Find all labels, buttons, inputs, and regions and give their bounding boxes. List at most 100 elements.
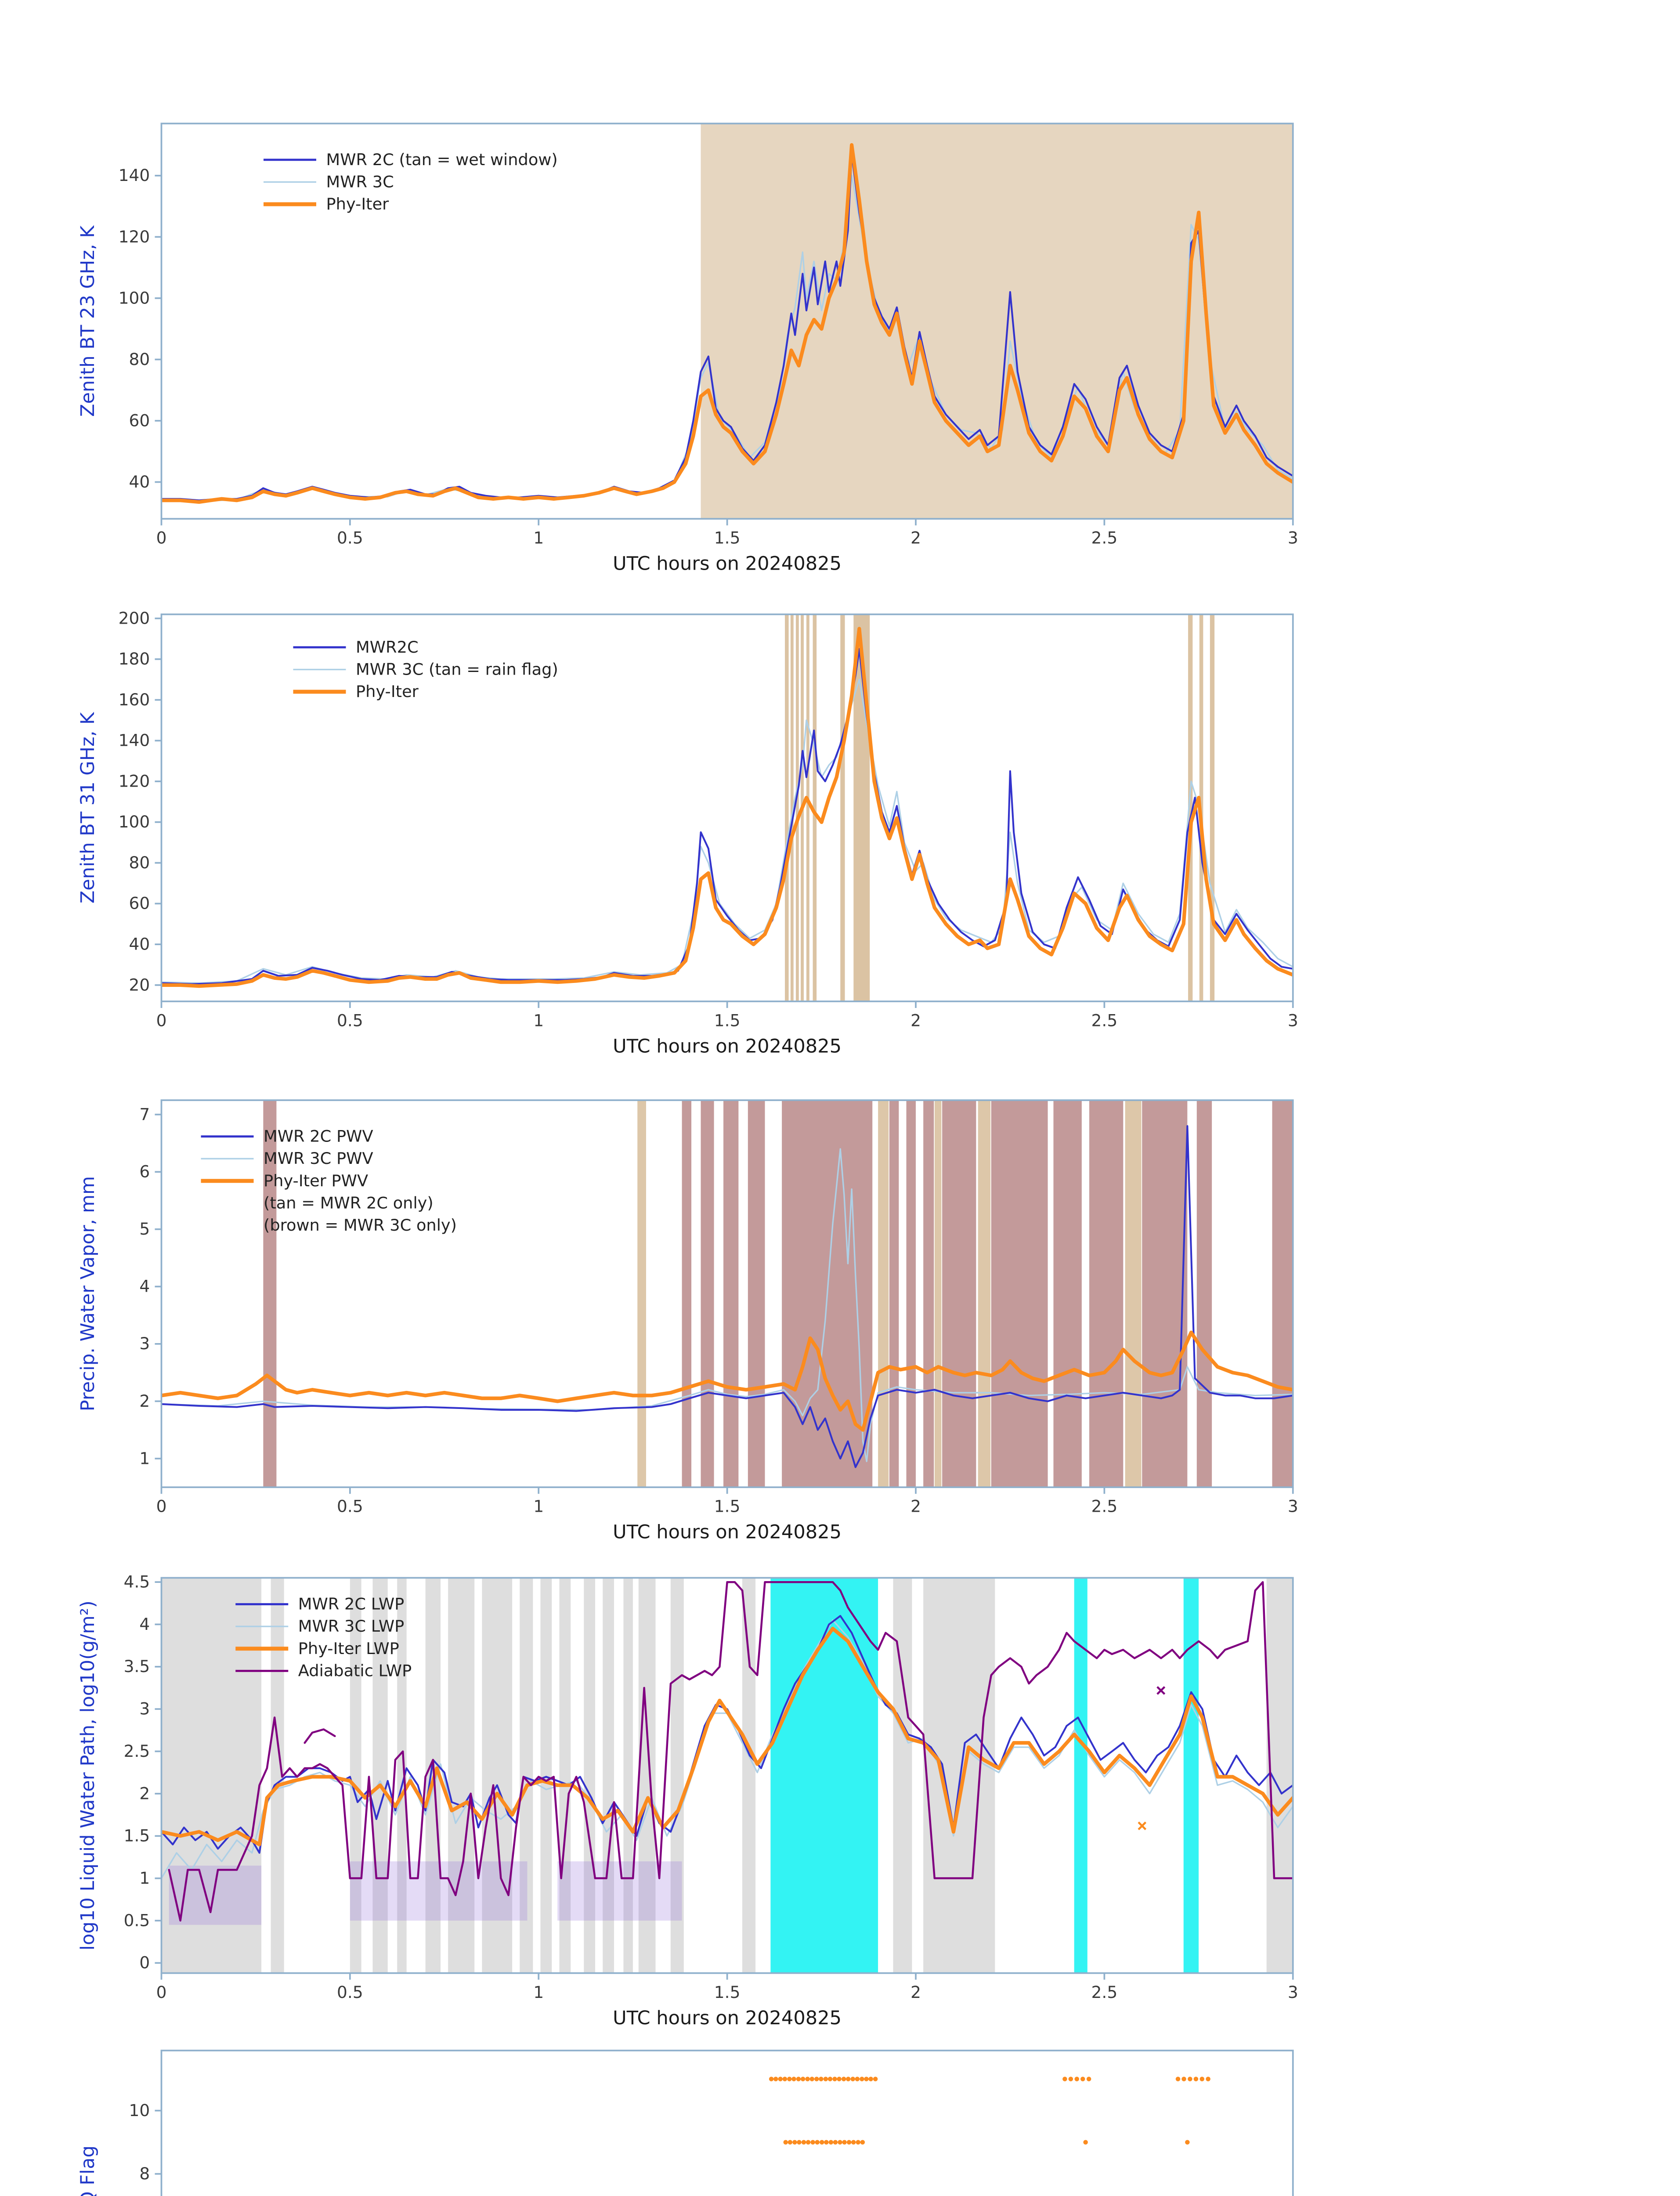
y-tick-label: 3 xyxy=(139,1699,150,1719)
y-tick-label: 5 xyxy=(139,1219,150,1239)
y-tick-label: 180 xyxy=(119,649,150,668)
x-tick-label: 2 xyxy=(910,1497,921,1516)
shaded-band xyxy=(623,1578,633,1973)
series-mwr-3c xyxy=(161,679,1293,984)
x-tick-label: 2.5 xyxy=(1091,1011,1118,1030)
shaded-band xyxy=(723,1100,739,1488)
series-phy-iter xyxy=(161,627,1293,988)
plot-area-lwp xyxy=(161,1578,1293,1973)
shaded-band xyxy=(584,1578,596,1973)
y-tick-label: 60 xyxy=(129,411,150,430)
shaded-band xyxy=(482,1578,513,1973)
legend-label: MWR 2C PWV xyxy=(264,1127,373,1146)
x-tick-label: 1.5 xyxy=(714,1497,741,1516)
y-tick-label: 100 xyxy=(119,288,150,307)
x-tick-label: 0 xyxy=(156,528,167,548)
y-tick-label: 60 xyxy=(129,894,150,913)
y-tick-label: 0 xyxy=(139,1953,150,1972)
y-tick-label: 2.5 xyxy=(124,1741,150,1761)
series-phy-iter-pwv xyxy=(161,1330,1293,1432)
shaded-band xyxy=(701,1100,714,1488)
x-tick-label: 3 xyxy=(1288,1011,1298,1030)
shaded-band xyxy=(603,1578,614,1973)
shaded-band xyxy=(942,1100,976,1488)
shaded-band xyxy=(263,1100,277,1488)
plot-area-dqflag xyxy=(769,2077,1210,2145)
y-tick-label: 1 xyxy=(139,1448,150,1468)
shaded-band xyxy=(748,1100,765,1488)
legend-label: MWR2C xyxy=(356,638,419,657)
y-axis-label: MWR Phy Iter DQ Flag xyxy=(77,2145,99,2196)
y-tick-label: 20 xyxy=(129,975,150,994)
y-tick-label: 8 xyxy=(139,2164,150,2183)
series-mwr-2c-pwv xyxy=(161,1125,1293,1468)
shaded-band xyxy=(853,614,870,1001)
shaded-band xyxy=(1089,1100,1124,1488)
shaded-band xyxy=(813,614,817,1001)
y-tick-label: 2 xyxy=(139,1391,150,1411)
series-adiabatic-lwp xyxy=(168,1581,1293,1922)
shaded-band xyxy=(1210,614,1215,1001)
shaded-band xyxy=(638,1578,656,1973)
panel-bt31: 0 0.5 1 1.5 2 2.5 3 20 40 60 80 100 120 140 160 180 200 U… xyxy=(77,608,1298,1057)
y-axis-label: Precip. Water Vapor, mm xyxy=(77,1176,99,1412)
x-tick-label: 1.5 xyxy=(714,1983,741,2002)
shaded-band xyxy=(1183,1578,1199,1973)
y-tick-label: 3.5 xyxy=(124,1657,150,1676)
shaded-band xyxy=(934,1100,942,1488)
shaded-band xyxy=(923,1578,995,1973)
shaded-band xyxy=(878,1100,889,1488)
legend-label: MWR 3C xyxy=(326,172,394,191)
shaded-band xyxy=(906,1100,916,1488)
legend-bt31: MWR2C MWR 3C (tan = rain flag) Phy-Iter xyxy=(293,638,558,701)
y-tick-label: 80 xyxy=(129,853,150,872)
shaded-band xyxy=(540,1578,552,1973)
legend-label: MWR 3C LWP xyxy=(298,1617,405,1636)
panel-bt23: 0 0.5 1 1.5 2 2.5 3 40 60 80 100 120 140 UTC hours on… xyxy=(77,123,1298,575)
y-axis-label: log10 Liquid Water Path, log10(g/m²) xyxy=(77,1600,99,1950)
y-tick-label: 40 xyxy=(129,935,150,954)
series-phy-iter-lwp xyxy=(161,1626,1293,1846)
legend-label: MWR 2C (tan = wet window) xyxy=(326,150,558,169)
axes-box xyxy=(160,613,1294,1002)
panel-lwp: 0 0.5 1 1.5 2 2.5 3 0 0.5 1 1.5 2 2.5 3 3.5 4 4.5 UTC hou… xyxy=(77,1572,1298,2029)
y-tick-label: 160 xyxy=(119,690,150,709)
x-tick-label: 2 xyxy=(910,1011,921,1030)
shaded-band xyxy=(991,1100,1048,1488)
series-mwr-2c xyxy=(161,648,1293,985)
x-axis-label: UTC hours on 20240825 xyxy=(613,1521,842,1543)
x-tick-label: 0.5 xyxy=(337,1011,363,1030)
y-tick-label: 4.5 xyxy=(124,1572,150,1592)
shaded-band xyxy=(742,1578,756,1973)
legend-label: Phy-Iter LWP xyxy=(298,1639,399,1658)
x-tick-label: 2 xyxy=(910,1983,921,2002)
shaded-band xyxy=(978,1100,991,1488)
y-tick-label: 7 xyxy=(139,1105,150,1124)
legend-label: MWR 3C (tan = rain flag) xyxy=(356,660,558,679)
shaded-band xyxy=(169,1865,262,1925)
shaded-band xyxy=(893,1578,912,1973)
shaded-band xyxy=(397,1578,407,1973)
shaded-band xyxy=(557,1861,682,1921)
x-axis-label: UTC hours on 20240825 xyxy=(613,553,842,575)
x-tick-label: 1 xyxy=(533,1011,544,1030)
shaded-band xyxy=(1074,1578,1087,1973)
legend-pwv: MWR 2C PWV MWR 3C PWV Phy-Iter PWV (tan = M… xyxy=(201,1127,457,1235)
shaded-band xyxy=(1272,1100,1293,1488)
y-tick-label: 1 xyxy=(139,1868,150,1888)
shaded-band xyxy=(1142,1100,1188,1488)
scatter-flag-11 xyxy=(769,2077,1210,2081)
x-tick-label: 3 xyxy=(1288,528,1298,548)
shaded-band xyxy=(770,1578,878,1973)
panel-dqflag: 00.511.522.530246810UTC hours on 2024082… xyxy=(77,2049,1294,2196)
shaded-band xyxy=(350,1578,361,1973)
legend-lwp: MWR 2C LWP MWR 3C LWP Phy-Iter LWP Adiabati… xyxy=(235,1595,412,1680)
shaded-band xyxy=(682,1100,692,1488)
y-tick-label: 3 xyxy=(139,1334,150,1353)
shaded-band xyxy=(785,614,789,1001)
scatter-adiabatic-x-marker xyxy=(1156,1686,1166,1695)
scatter-flag-9 xyxy=(783,2140,1190,2145)
legend-label: Phy-Iter xyxy=(356,682,419,701)
series-mwr-2c xyxy=(161,153,1293,502)
